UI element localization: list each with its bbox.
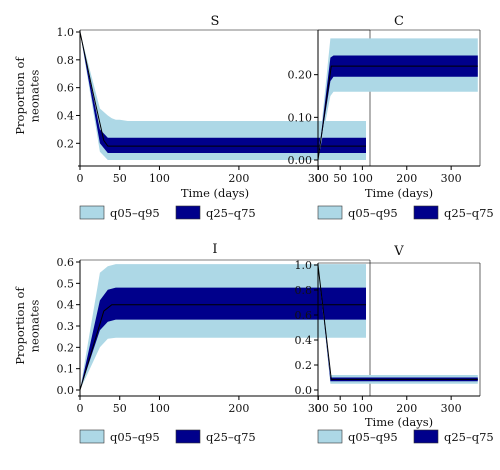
legend-swatch-q05-q95 (79, 205, 105, 220)
y-tick-label: 0.4 (57, 109, 75, 122)
y-axis-label: Proportion ofneonates (13, 287, 41, 365)
median-line (317, 264, 478, 380)
legend-swatch-q05-q95 (317, 205, 343, 220)
legend-label-q25-q75: q25–q75 (206, 206, 256, 220)
x-tick-label: 0 (315, 402, 322, 415)
x-tick-label: 50 (113, 402, 127, 415)
median-line (79, 31, 366, 147)
x-tick-label: 200 (396, 402, 417, 415)
legend-label-q05-q95: q05–q95 (348, 206, 398, 220)
x-tick-label: 100 (352, 402, 373, 415)
y-tick-label: 0.8 (295, 284, 313, 297)
q25-q75-band (80, 32, 366, 153)
y-axis-label: Proportion ofneonates (13, 57, 41, 135)
x-tick-label: 100 (352, 172, 373, 185)
median-line (317, 65, 478, 161)
legend-swatch-q05-q95 (317, 429, 343, 444)
y-tick-label: 0.10 (288, 111, 313, 124)
legend-swatch-q25-q75 (175, 205, 201, 220)
x-tick-label: 300 (308, 402, 329, 415)
median-line (79, 304, 366, 391)
x-tick-label: 50 (333, 402, 347, 415)
legend-label-q25-q75: q25–q75 (444, 206, 494, 220)
panel-c: 0 50 100 200 300 0.00 0.10 0.20 C Time (days) q05–… (288, 14, 494, 220)
y-tick-label: 0.8 (57, 54, 75, 67)
y-tick-label: 0.3 (57, 320, 75, 333)
panel-title: C (394, 14, 404, 29)
y-tick-label: 1.0 (57, 26, 75, 39)
legend-label-q05-q95: q05–q95 (110, 206, 160, 220)
y-tick-label: 0.20 (288, 69, 313, 82)
q05-q95-band (80, 32, 366, 160)
legend-swatch-q25-q75 (413, 429, 439, 444)
x-tick-label: 300 (441, 402, 462, 415)
legend: q05–q95 q25–q75 (79, 205, 256, 220)
legend-label-q25-q75: q25–q75 (206, 430, 256, 444)
legend-swatch-q25-q75 (413, 205, 439, 220)
x-axis-label: Time (days) (365, 415, 433, 429)
y-tick-label: 0.2 (295, 359, 313, 372)
x-tick-label: 100 (149, 172, 170, 185)
legend-label-q05-q95: q05–q95 (110, 430, 160, 444)
panel-s: 0 50 100 200 300 0.2 0.4 0.6 0.8 1.0 S Time (days) P… (13, 14, 371, 220)
y-tick-label: 0.0 (295, 384, 313, 397)
legend: q05–q95 q25–q75 (317, 429, 494, 444)
x-tick-label: 300 (308, 172, 329, 185)
y-tick-label: 0.2 (57, 137, 75, 150)
legend-label-q25-q75: q25–q75 (444, 430, 494, 444)
x-tick-label: 100 (149, 402, 170, 415)
panel-title: I (212, 242, 217, 257)
panel-v: 0 50 100 200 300 0.0 0.2 0.4 0.6 0.8 1.0 V Time (day… (295, 244, 494, 444)
legend-swatch-q05-q95 (79, 429, 105, 444)
x-axis-label: Time (days) (365, 186, 433, 200)
x-tick-label: 200 (228, 172, 249, 185)
y-tick-label: 0.2 (57, 341, 75, 354)
y-tick-label: 0.1 (57, 363, 75, 376)
y-tick-label: 0.4 (57, 299, 75, 312)
x-tick-label: 200 (228, 402, 249, 415)
y-tick-label: 0.00 (288, 154, 313, 167)
panel-title: V (393, 244, 404, 259)
q25-q75-band (80, 287, 366, 390)
panel-i: 0 50 100 200 300 0.0 0.1 0.2 0.3 0.4 0.5 0.6 I Propor… (13, 242, 371, 444)
legend-label-q05-q95: q05–q95 (348, 430, 398, 444)
y-tick-label: 0.0 (57, 384, 75, 397)
x-tick-label: 0 (315, 172, 322, 185)
x-axis-label: Time (days) (181, 186, 249, 200)
x-tick-label: 0 (77, 172, 84, 185)
y-tick-label: 0.6 (295, 309, 313, 322)
x-tick-label: 0 (77, 402, 84, 415)
y-tick-label: 0.6 (57, 256, 75, 269)
x-tick-label: 200 (396, 172, 417, 185)
legend: q05–q95 q25–q75 (79, 429, 256, 444)
legend-swatch-q25-q75 (175, 429, 201, 444)
x-tick-label: 50 (333, 172, 347, 185)
q05-q95-band (80, 264, 366, 390)
y-tick-label: 0.5 (57, 277, 75, 290)
panel-title: S (211, 14, 220, 29)
y-tick-label: 0.4 (295, 334, 313, 347)
x-tick-label: 300 (441, 172, 462, 185)
y-tick-label: 1.0 (295, 259, 313, 272)
legend: q05–q95 q25–q75 (317, 205, 494, 220)
y-tick-label: 0.6 (57, 82, 75, 95)
x-tick-label: 50 (113, 172, 127, 185)
